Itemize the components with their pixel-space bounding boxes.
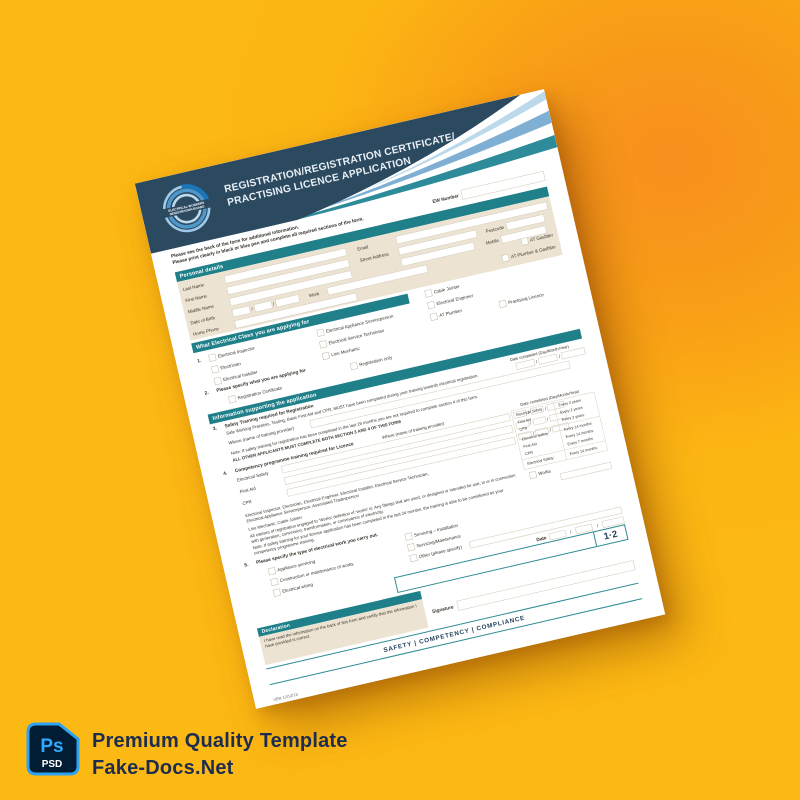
header-swoosh-graphic <box>134 89 561 254</box>
caption-line2: Fake-Docs.Net <box>92 757 234 779</box>
works-input[interactable] <box>559 461 613 481</box>
form-header: ELECTRICAL WORKERS REGISTRATION BOARD RE… <box>134 89 561 254</box>
ps-label: Ps <box>40 736 63 757</box>
form-body: Please see the back of the form for addi… <box>152 163 665 709</box>
caption: Premium Quality Template Fake-Docs.Net <box>92 728 348 782</box>
checkbox-practising-licence[interactable]: Practising Licence <box>498 291 545 309</box>
psd-label: PSD <box>42 759 63 770</box>
section1-number: 1. <box>196 357 202 365</box>
section2-number: 2. <box>204 389 210 397</box>
checkbox-works[interactable]: Works <box>528 468 552 480</box>
caption-line1: Premium Quality Template <box>92 730 348 752</box>
application-form: ELECTRICAL WORKERS REGISTRATION BOARD RE… <box>134 89 665 709</box>
ewrb-logo: ELECTRICAL WORKERS REGISTRATION BOARD <box>156 177 218 239</box>
psd-badge: Ps PSD <box>26 722 80 776</box>
ewrb-logo-graphic: ELECTRICAL WORKERS REGISTRATION BOARD <box>159 184 214 233</box>
checkbox-registration-only[interactable]: Registration only <box>349 354 393 371</box>
psd-badge-graphic: Ps PSD <box>26 722 80 776</box>
signature-label: Signature <box>431 604 455 615</box>
section5-number: 5. <box>243 561 249 569</box>
checkbox-at-plumber[interactable]: AT Plumber <box>429 307 463 321</box>
form-paper: ELECTRICAL WORKERS REGISTRATION BOARD RE… <box>134 89 666 709</box>
date-label: Date <box>535 534 548 543</box>
section3-number: 3. <box>212 425 218 432</box>
ew-number-label: EW Number <box>431 192 460 205</box>
checkbox-electrician[interactable]: Electrician <box>210 360 242 374</box>
section4-number: 4. <box>222 470 228 477</box>
